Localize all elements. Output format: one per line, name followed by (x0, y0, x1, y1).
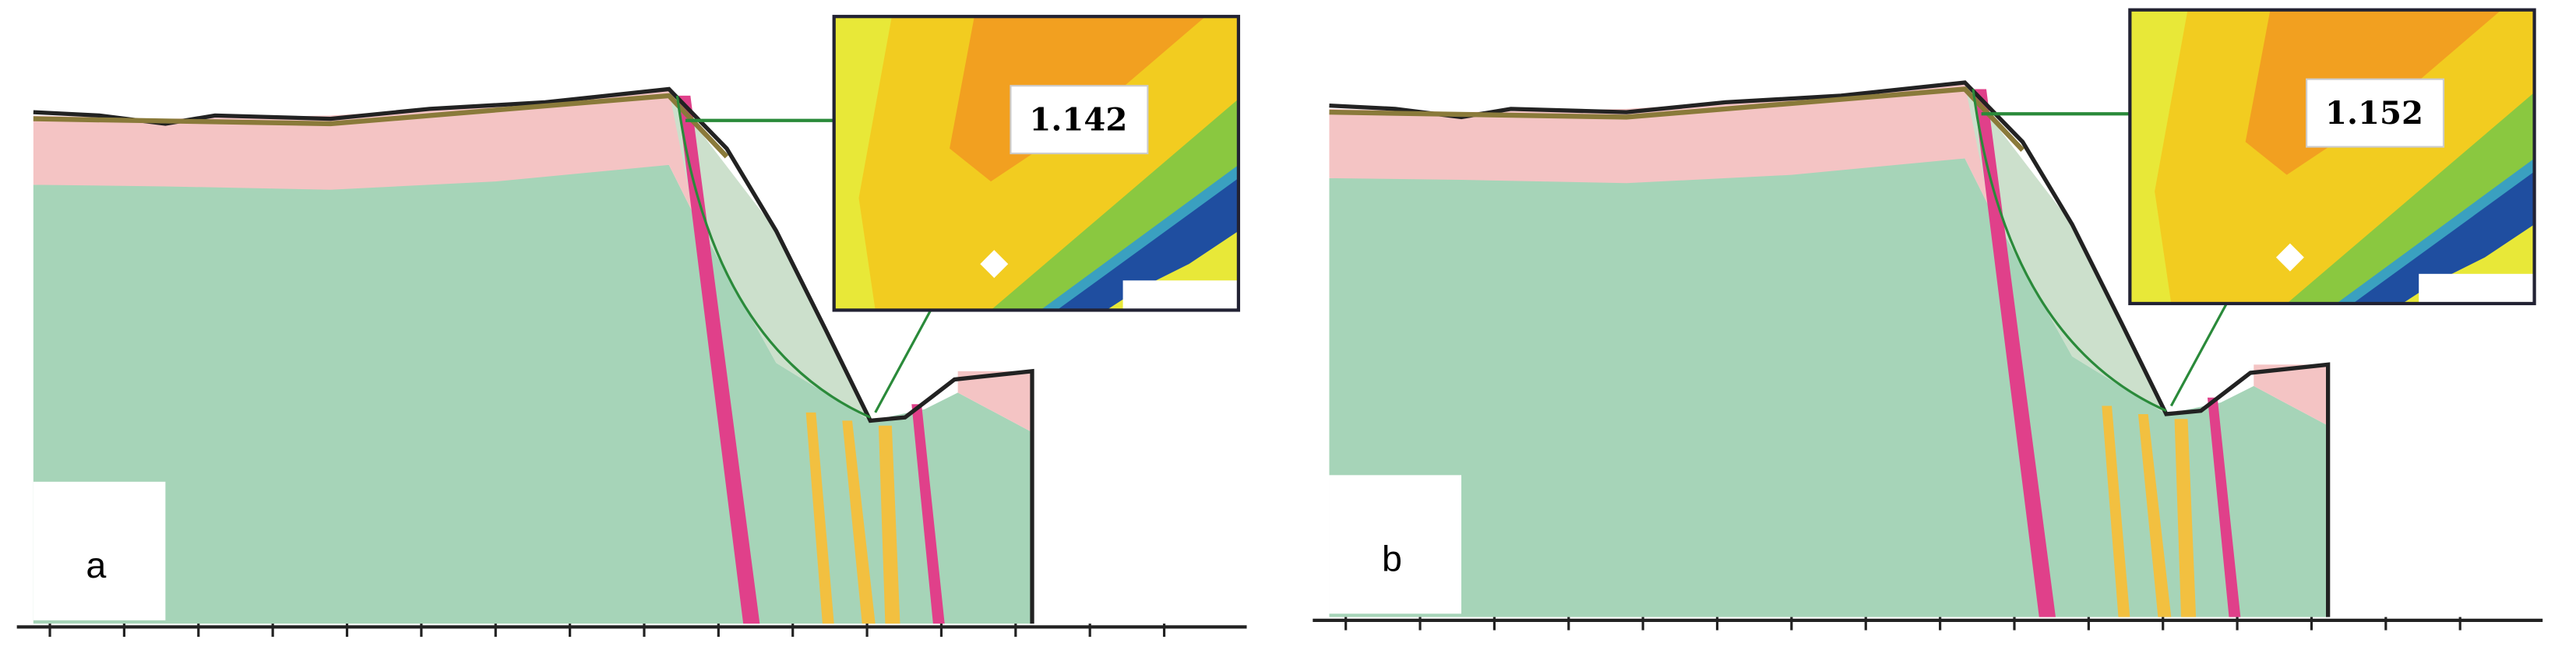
label-box (1329, 475, 1462, 614)
slip-surface (675, 95, 871, 419)
slip-surface (1972, 89, 2167, 413)
inset-frame (2128, 8, 2536, 306)
contour-band (2336, 158, 2535, 304)
reinforcement-band (1973, 89, 2056, 617)
panel: 1.152 b (1313, 8, 2543, 631)
drain-band (805, 412, 834, 624)
contour-inset (832, 15, 1241, 312)
surface-cover (1329, 86, 2025, 153)
reinforcement-band (911, 404, 945, 624)
contour-band (2286, 92, 2535, 304)
factor-of-safety: 1.152 (2325, 95, 2423, 132)
slope-soil (668, 90, 871, 421)
upper-right-layer (957, 371, 1033, 433)
drain-band (2137, 413, 2172, 617)
label-box (33, 481, 166, 620)
foundation-soil (1329, 158, 2328, 617)
slope-soil (1965, 84, 2166, 414)
drain-band (842, 420, 876, 624)
factor-of-safety: 1.142 (1029, 101, 1127, 138)
reinforcement-band (2207, 397, 2241, 617)
contour-inset (2128, 8, 2536, 306)
inset-frame (832, 15, 1241, 312)
ground-surface (33, 86, 1034, 624)
inset-notch (2419, 273, 2535, 304)
contour-band (2352, 171, 2535, 304)
fos-box (2306, 78, 2445, 148)
drain-band (2102, 406, 2130, 617)
ground-surface (1329, 80, 2331, 617)
contour-band (991, 99, 1239, 311)
panel-label: b (1382, 538, 1402, 578)
drain-band (878, 425, 900, 624)
panel-label: a (86, 545, 106, 585)
surface-cover (33, 93, 729, 159)
reinforcement-band (677, 95, 760, 624)
foundation-soil (33, 164, 1033, 624)
fos-box (1010, 85, 1149, 155)
inset-notch (1122, 280, 1239, 311)
panel: 1.142 a (16, 15, 1247, 638)
upper-right-layer (2254, 364, 2328, 426)
drain-band (2174, 419, 2197, 617)
